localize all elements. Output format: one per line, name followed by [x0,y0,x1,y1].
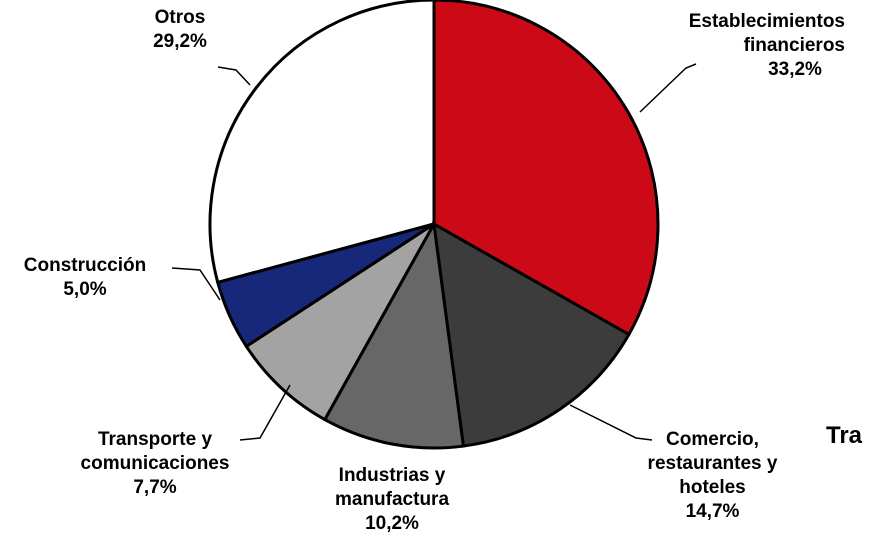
pie-slice [432,0,660,337]
leader-lines [171,63,697,441]
value-label: 14,7% [685,501,740,522]
slice-label: Establecimientos financieros 33,2% [655,10,865,82]
value-label: 5,0% [63,279,107,300]
value-label: 33,2% [768,59,822,80]
category-label: Construcción [23,255,147,276]
slice-label: Industrias y manufactura 10,2% [312,464,472,536]
value-label: 29,2% [153,31,207,52]
category-label: Otros [154,7,206,28]
value-label: 7,7% [133,477,177,498]
category-label: Establecimientos financieros [688,11,845,56]
annotation: Tra [826,422,863,449]
leader-line [639,63,697,113]
slice-label: Comercio, restaurantes y hoteles 14,7% [625,428,800,524]
leader-line [171,267,221,301]
category-label: Transporte y comunicaciones [80,429,230,474]
pie-slice [322,219,466,450]
pie-slice [208,0,436,285]
slice-label: Otros 29,2% [120,6,240,54]
leader-line [217,66,251,86]
pie-slice [244,222,436,422]
slice-label: Transporte y comunicaciones 7,7% [60,428,250,500]
pie-slice [432,221,631,448]
leader-line [569,404,653,441]
value-label: 10,2% [365,513,419,534]
slice-label: Construcción 5,0% [0,254,170,302]
category-label: Comercio, restaurantes y hoteles [647,429,778,498]
leader-line [239,384,291,441]
category-label: Industrias y manufactura [334,465,450,510]
